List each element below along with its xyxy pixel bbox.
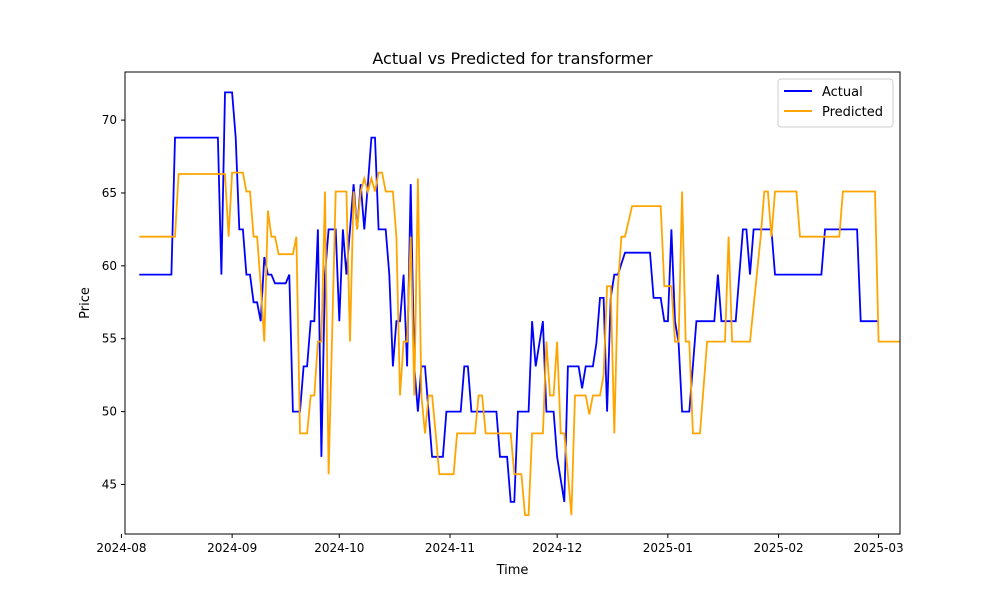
legend-label-actual: Actual [822,85,863,100]
x-tick-label: 2024-12 [532,541,582,555]
x-tick-label: 2025-02 [754,541,804,555]
y-axis: 45 50 55 60 65 70 [102,113,125,491]
y-axis-label: Price [78,287,93,319]
plot-frame [124,71,901,535]
series-line-actual [139,91,879,503]
y-tick-label: 50 [102,405,117,419]
x-tick-label: 2024-08 [96,541,146,555]
x-tick-label: 2025-01 [643,541,693,555]
x-tick-label: 2024-10 [314,541,364,555]
x-axis-label: Time [496,563,529,578]
y-tick-label: 60 [102,259,117,273]
series-layer [139,91,900,516]
plot-area [124,71,901,535]
y-tick-label: 65 [102,186,117,200]
x-axis: 2024-08 2024-09 2024-10 2024-11 2024-12 2025-… [96,534,904,555]
x-tick-label: 2024-11 [425,541,475,555]
legend-label-predicted: Predicted [822,105,883,120]
x-tick-label: 2024-09 [207,541,257,555]
legend: Actual Predicted [777,78,894,128]
y-tick-label: 55 [102,332,117,346]
x-tick-label: 2025-03 [854,541,904,555]
y-tick-label: 45 [102,477,117,491]
chart-title: Actual vs Predicted for transformer [372,49,653,68]
y-tick-label: 70 [102,113,117,127]
series-line-predicted [139,171,900,516]
